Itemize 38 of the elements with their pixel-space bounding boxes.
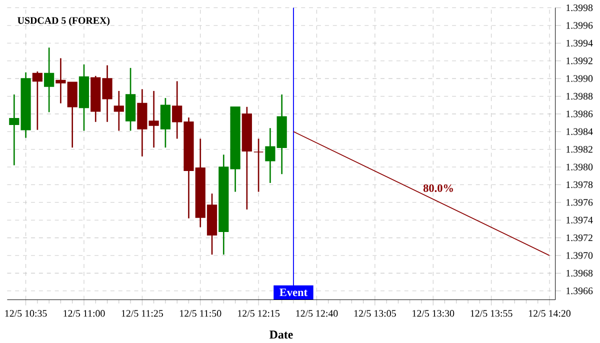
y-tick-label: 1.3986 xyxy=(566,110,593,118)
candlestick xyxy=(148,90,159,148)
candlestick xyxy=(254,138,264,192)
y-tick-label: 1.3978 xyxy=(566,181,593,188)
candlestick xyxy=(114,90,124,132)
ref-line-label: Event xyxy=(280,288,308,296)
text: USDCAD 5 (FOREX) xyxy=(18,16,110,26)
x-tick-label: 12/5 14:20 xyxy=(529,310,570,317)
candlestick xyxy=(265,127,276,184)
x-tick-label: 12/5 11:00 xyxy=(64,310,105,317)
y-tick-label: 1.3974 xyxy=(566,216,593,224)
annotation: 80.0% xyxy=(423,184,453,192)
y-tick-label: 1.3970 xyxy=(566,252,593,259)
x-tick-label: 12/5 13:05 xyxy=(354,310,396,317)
y-tick-label: 1.3984 xyxy=(566,128,593,135)
y-tick-label: 1.3966 xyxy=(566,287,593,294)
x-axis-title: Date xyxy=(270,330,293,338)
candlestick xyxy=(160,97,171,148)
y-tick-label: 1.3994 xyxy=(566,40,593,46)
y-tick-label: 1.3998 xyxy=(566,4,593,11)
x-tick-label: 12/5 12:15 xyxy=(238,310,280,317)
x-tick-label: 12/5 10:35 xyxy=(5,310,47,317)
y-tick-label: 1.3992 xyxy=(566,57,592,64)
x-tick-label: 12/5 12:40 xyxy=(296,310,338,317)
y-tick-label: 1.3996 xyxy=(566,22,593,29)
x-tick-label: 12/5 11:25 xyxy=(122,310,163,317)
y-tick-label: 1.3968 xyxy=(566,270,593,276)
y-tick-label: 1.3982 xyxy=(566,146,592,153)
y-tick-label: 1.3972 xyxy=(566,234,592,241)
y-tick-label: 1.3980 xyxy=(566,163,593,170)
x-tick-label: 12/5 13:55 xyxy=(470,310,512,317)
candlestick xyxy=(44,46,54,113)
y-tick-label: 1.3988 xyxy=(566,92,593,100)
x-tick-label: 12/5 11:50 xyxy=(180,310,222,317)
x-tick-label: 12/5 13:30 xyxy=(412,310,454,317)
y-tick-label: 1.3990 xyxy=(566,74,593,82)
y-tick-label: 1.3976 xyxy=(566,198,593,206)
candlestick xyxy=(32,70,42,130)
